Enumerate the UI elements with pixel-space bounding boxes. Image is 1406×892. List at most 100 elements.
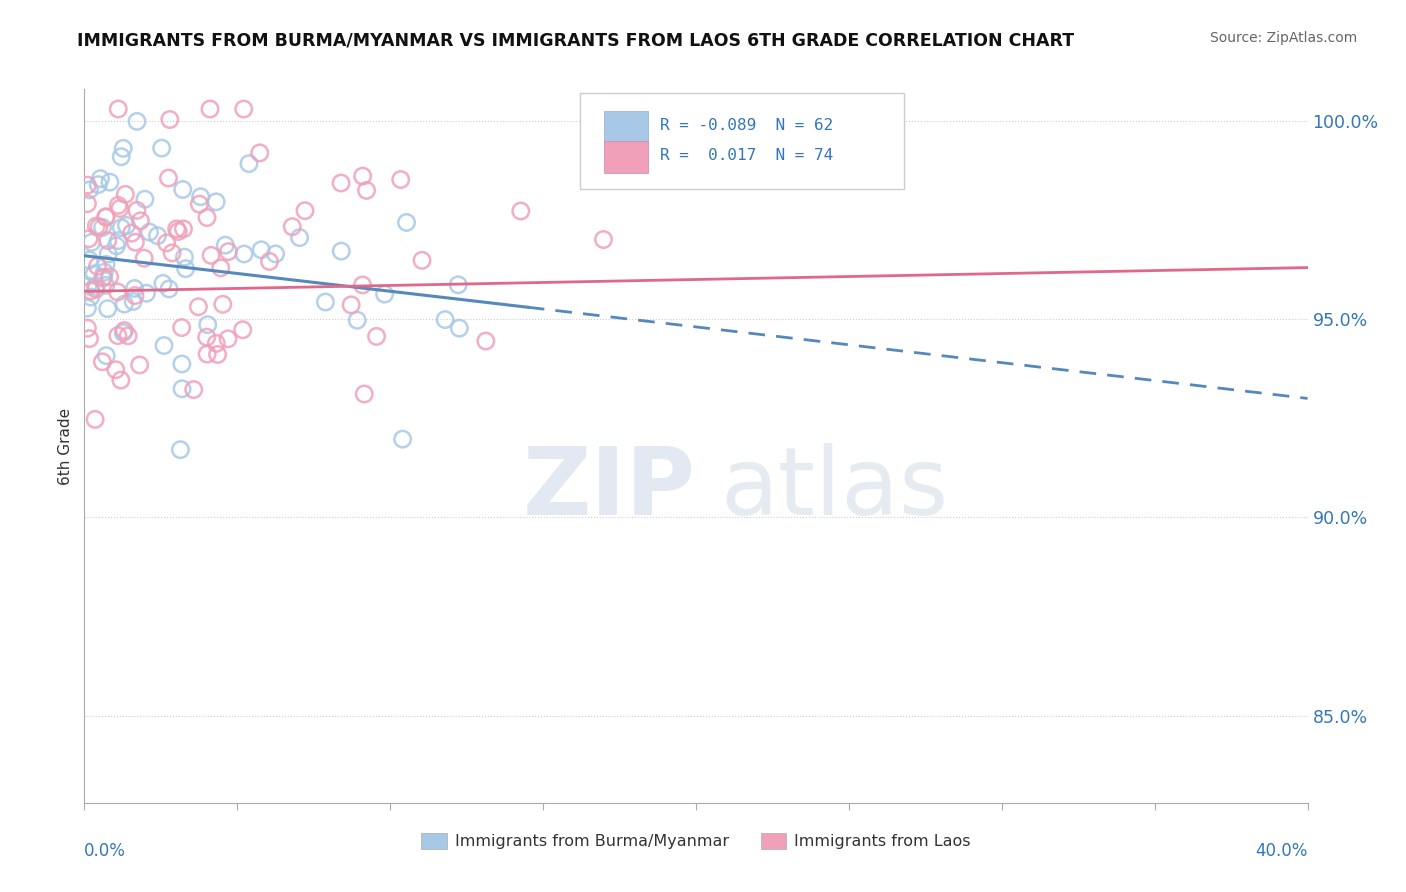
Legend: Immigrants from Burma/Myanmar, Immigrants from Laos: Immigrants from Burma/Myanmar, Immigrant… (415, 826, 977, 855)
Point (121, 226, 143, 240)
Point (84, 279, 107, 293)
Point (80, 290, 103, 304)
Point (97, 234, 120, 248)
Point (89, 171, 111, 186)
Point (91, 271, 114, 285)
Point (153, 338, 176, 352)
Point (134, 251, 156, 265)
Point (352, 169, 374, 183)
Point (105, 239, 128, 253)
Point (110, 150, 132, 164)
Point (366, 329, 388, 343)
Point (281, 219, 304, 234)
Point (391, 432, 413, 446)
Point (195, 211, 218, 225)
Point (157, 282, 180, 296)
Point (76, 321, 98, 335)
Point (94, 211, 117, 225)
Point (211, 297, 233, 311)
Text: ZIP: ZIP (523, 442, 696, 535)
Point (107, 285, 129, 299)
Y-axis label: 6th Grade: 6th Grade (58, 408, 73, 484)
Point (173, 250, 195, 264)
Point (94, 257, 117, 271)
Point (77, 279, 100, 293)
Point (115, 219, 138, 233)
Point (110, 220, 132, 235)
Point (79, 253, 101, 268)
Point (160, 246, 183, 260)
Point (146, 228, 169, 243)
Point (157, 171, 180, 186)
Point (76, 196, 98, 211)
Point (207, 347, 229, 361)
Point (187, 300, 209, 314)
Point (86, 219, 108, 233)
Point (117, 328, 139, 343)
Point (108, 202, 131, 216)
Point (112, 297, 135, 311)
Point (259, 254, 281, 268)
Point (183, 383, 205, 397)
Point (98, 175, 121, 189)
Point (434, 312, 457, 326)
Point (232, 102, 254, 116)
Point (150, 141, 173, 155)
Point (135, 286, 157, 301)
Point (209, 260, 232, 275)
Point (114, 187, 136, 202)
Point (250, 243, 273, 257)
Point (395, 215, 418, 229)
Text: R = -0.089  N = 62: R = -0.089 N = 62 (661, 118, 834, 133)
Point (125, 114, 148, 128)
Point (232, 323, 254, 337)
Point (475, 334, 498, 348)
FancyBboxPatch shape (605, 141, 648, 173)
Point (91, 355, 114, 369)
Point (155, 235, 177, 250)
Point (172, 222, 194, 236)
Point (174, 261, 197, 276)
Point (217, 244, 239, 259)
Point (124, 288, 146, 302)
Point (97, 301, 120, 316)
Text: atlas: atlas (720, 442, 949, 535)
Point (84, 282, 107, 296)
Point (249, 145, 271, 160)
Point (77, 232, 100, 246)
Point (340, 298, 363, 312)
Point (389, 172, 412, 186)
Point (159, 112, 181, 127)
Point (93, 265, 115, 279)
Point (170, 357, 193, 371)
Point (238, 156, 260, 170)
Point (169, 442, 191, 457)
Point (80, 235, 103, 250)
Point (80, 284, 103, 298)
Point (356, 183, 378, 197)
Point (195, 347, 218, 361)
Point (112, 324, 135, 338)
Point (214, 238, 236, 252)
Point (87, 178, 110, 192)
Point (94, 210, 117, 224)
Point (449, 321, 471, 335)
Point (353, 387, 375, 401)
Point (197, 318, 219, 332)
Point (122, 294, 145, 309)
Point (79, 332, 101, 346)
Point (205, 194, 228, 209)
Point (112, 141, 135, 155)
Point (592, 233, 614, 247)
Point (352, 277, 374, 292)
FancyBboxPatch shape (605, 112, 648, 143)
Point (96, 349, 118, 363)
Point (97, 247, 120, 261)
Point (172, 182, 194, 196)
Point (124, 235, 146, 250)
Text: IMMIGRANTS FROM BURMA/MYANMAR VS IMMIGRANTS FROM LAOS 6TH GRADE CORRELATION CHAR: IMMIGRANTS FROM BURMA/MYANMAR VS IMMIGRA… (77, 31, 1074, 49)
Point (190, 190, 212, 204)
Point (112, 326, 135, 340)
Point (374, 287, 396, 301)
Point (110, 373, 132, 387)
